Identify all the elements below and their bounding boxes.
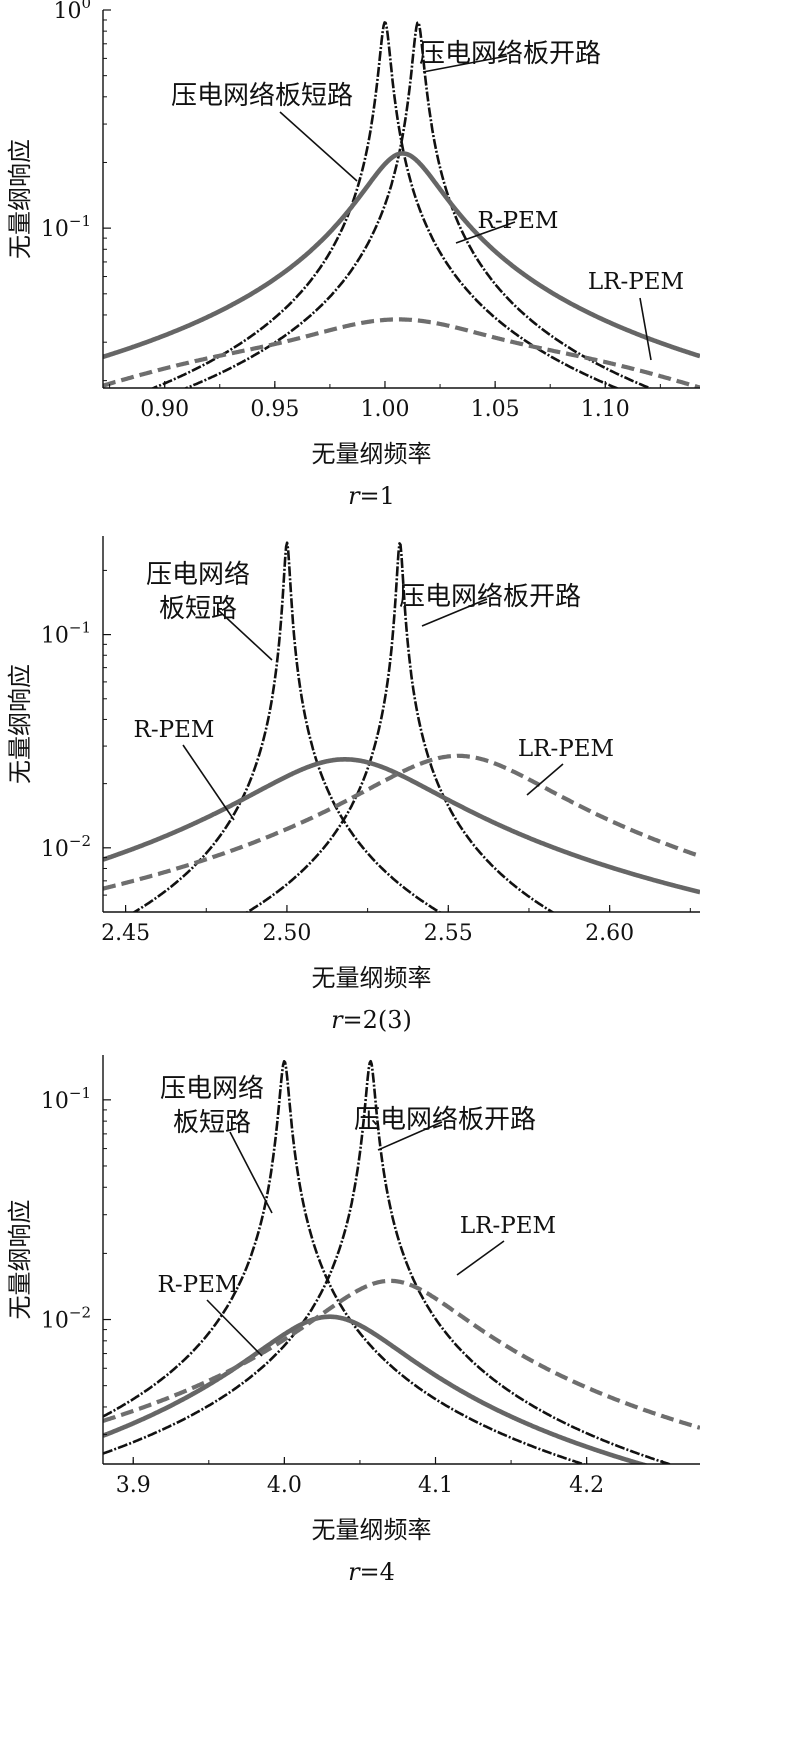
y-axis-label: 无量纲响应 — [6, 139, 34, 259]
y-tick-label: 10−1 — [41, 212, 91, 242]
x-tick-label: 1.10 — [581, 397, 630, 422]
annotation-leader — [639, 297, 652, 361]
x-tick-label: 2.55 — [424, 921, 473, 946]
series-line-open — [183, 21, 653, 388]
annotation-label: 压电网络 — [146, 560, 250, 590]
panel-caption: r=2(3) — [331, 1006, 412, 1034]
series-line-rpem — [103, 1314, 650, 1464]
annotation-leader — [455, 221, 516, 244]
annotation-label: 压电网络板开路 — [419, 39, 601, 69]
x-axis-label: 无量纲频率 — [312, 1516, 432, 1544]
annotation-label: R-PEM — [134, 717, 215, 743]
annotation-leader — [456, 1240, 505, 1276]
x-tick-label: 2.50 — [262, 921, 311, 946]
plot-area — [103, 21, 700, 388]
x-axis-label: 无量纲频率 — [312, 964, 432, 992]
x-tick-label: 0.90 — [140, 397, 189, 422]
panel-caption: r=4 — [348, 1558, 395, 1586]
series-line-open — [245, 542, 555, 912]
y-tick-label: 10−1 — [41, 1084, 91, 1114]
annotation-label: 压电网络板短路 — [171, 81, 353, 111]
annotation-label: 压电网络 — [160, 1074, 264, 1104]
plot-area — [103, 1059, 700, 1464]
series-line-lrpem — [103, 753, 700, 891]
series-line-lrpem — [103, 1278, 700, 1430]
annotation-leader — [182, 744, 235, 821]
annotation-leader — [279, 111, 358, 182]
y-axis-label: 无量纲响应 — [6, 1200, 34, 1320]
y-tick-label: 10−1 — [41, 619, 91, 649]
plot-area — [103, 541, 700, 912]
y-tick-label: 100 — [53, 0, 91, 24]
x-tick-label: 2.60 — [585, 921, 634, 946]
series-line-rpem — [103, 151, 700, 360]
x-tick-label: 2.45 — [101, 921, 150, 946]
series-line-short — [103, 1060, 588, 1464]
x-tick-label: 0.95 — [250, 397, 299, 422]
x-axis-label: 无量纲频率 — [312, 440, 432, 468]
y-axis-label: 无量纲响应 — [6, 664, 34, 784]
annotation-label: LR-PEM — [588, 269, 684, 295]
annotation-label: 板短路 — [159, 594, 237, 624]
annotation-label: R-PEM — [158, 1272, 239, 1298]
annotation-leader — [377, 1121, 443, 1151]
x-tick-label: 4.2 — [569, 1473, 604, 1498]
annotation-leader — [421, 598, 488, 627]
annotation-label: R-PEM — [478, 208, 559, 234]
annotation-leader — [229, 1131, 273, 1214]
annotation-label: LR-PEM — [460, 1213, 556, 1239]
x-tick-label: 4.0 — [267, 1473, 302, 1498]
series-line-open — [103, 1059, 674, 1464]
x-tick-label: 1.05 — [471, 397, 520, 422]
annotation-leader — [206, 1299, 263, 1357]
x-tick-label: 4.1 — [418, 1473, 453, 1498]
annotation-leader — [217, 609, 273, 661]
series-line-rpem — [103, 757, 700, 895]
annotation-label: LR-PEM — [518, 736, 614, 762]
annotation-leader — [422, 55, 508, 73]
x-tick-label: 3.9 — [116, 1473, 151, 1498]
annotation-label: 板短路 — [173, 1108, 251, 1138]
y-tick-label: 10−2 — [41, 1304, 91, 1334]
series-line-lrpem — [103, 317, 700, 388]
panel-caption: r=1 — [348, 482, 395, 510]
annotation-label: 压电网络板开路 — [399, 582, 581, 612]
y-tick-label: 10−2 — [41, 832, 91, 862]
annotation-label: 压电网络板开路 — [354, 1105, 536, 1135]
x-tick-label: 1.00 — [360, 397, 409, 422]
annotation-leader — [526, 763, 564, 796]
